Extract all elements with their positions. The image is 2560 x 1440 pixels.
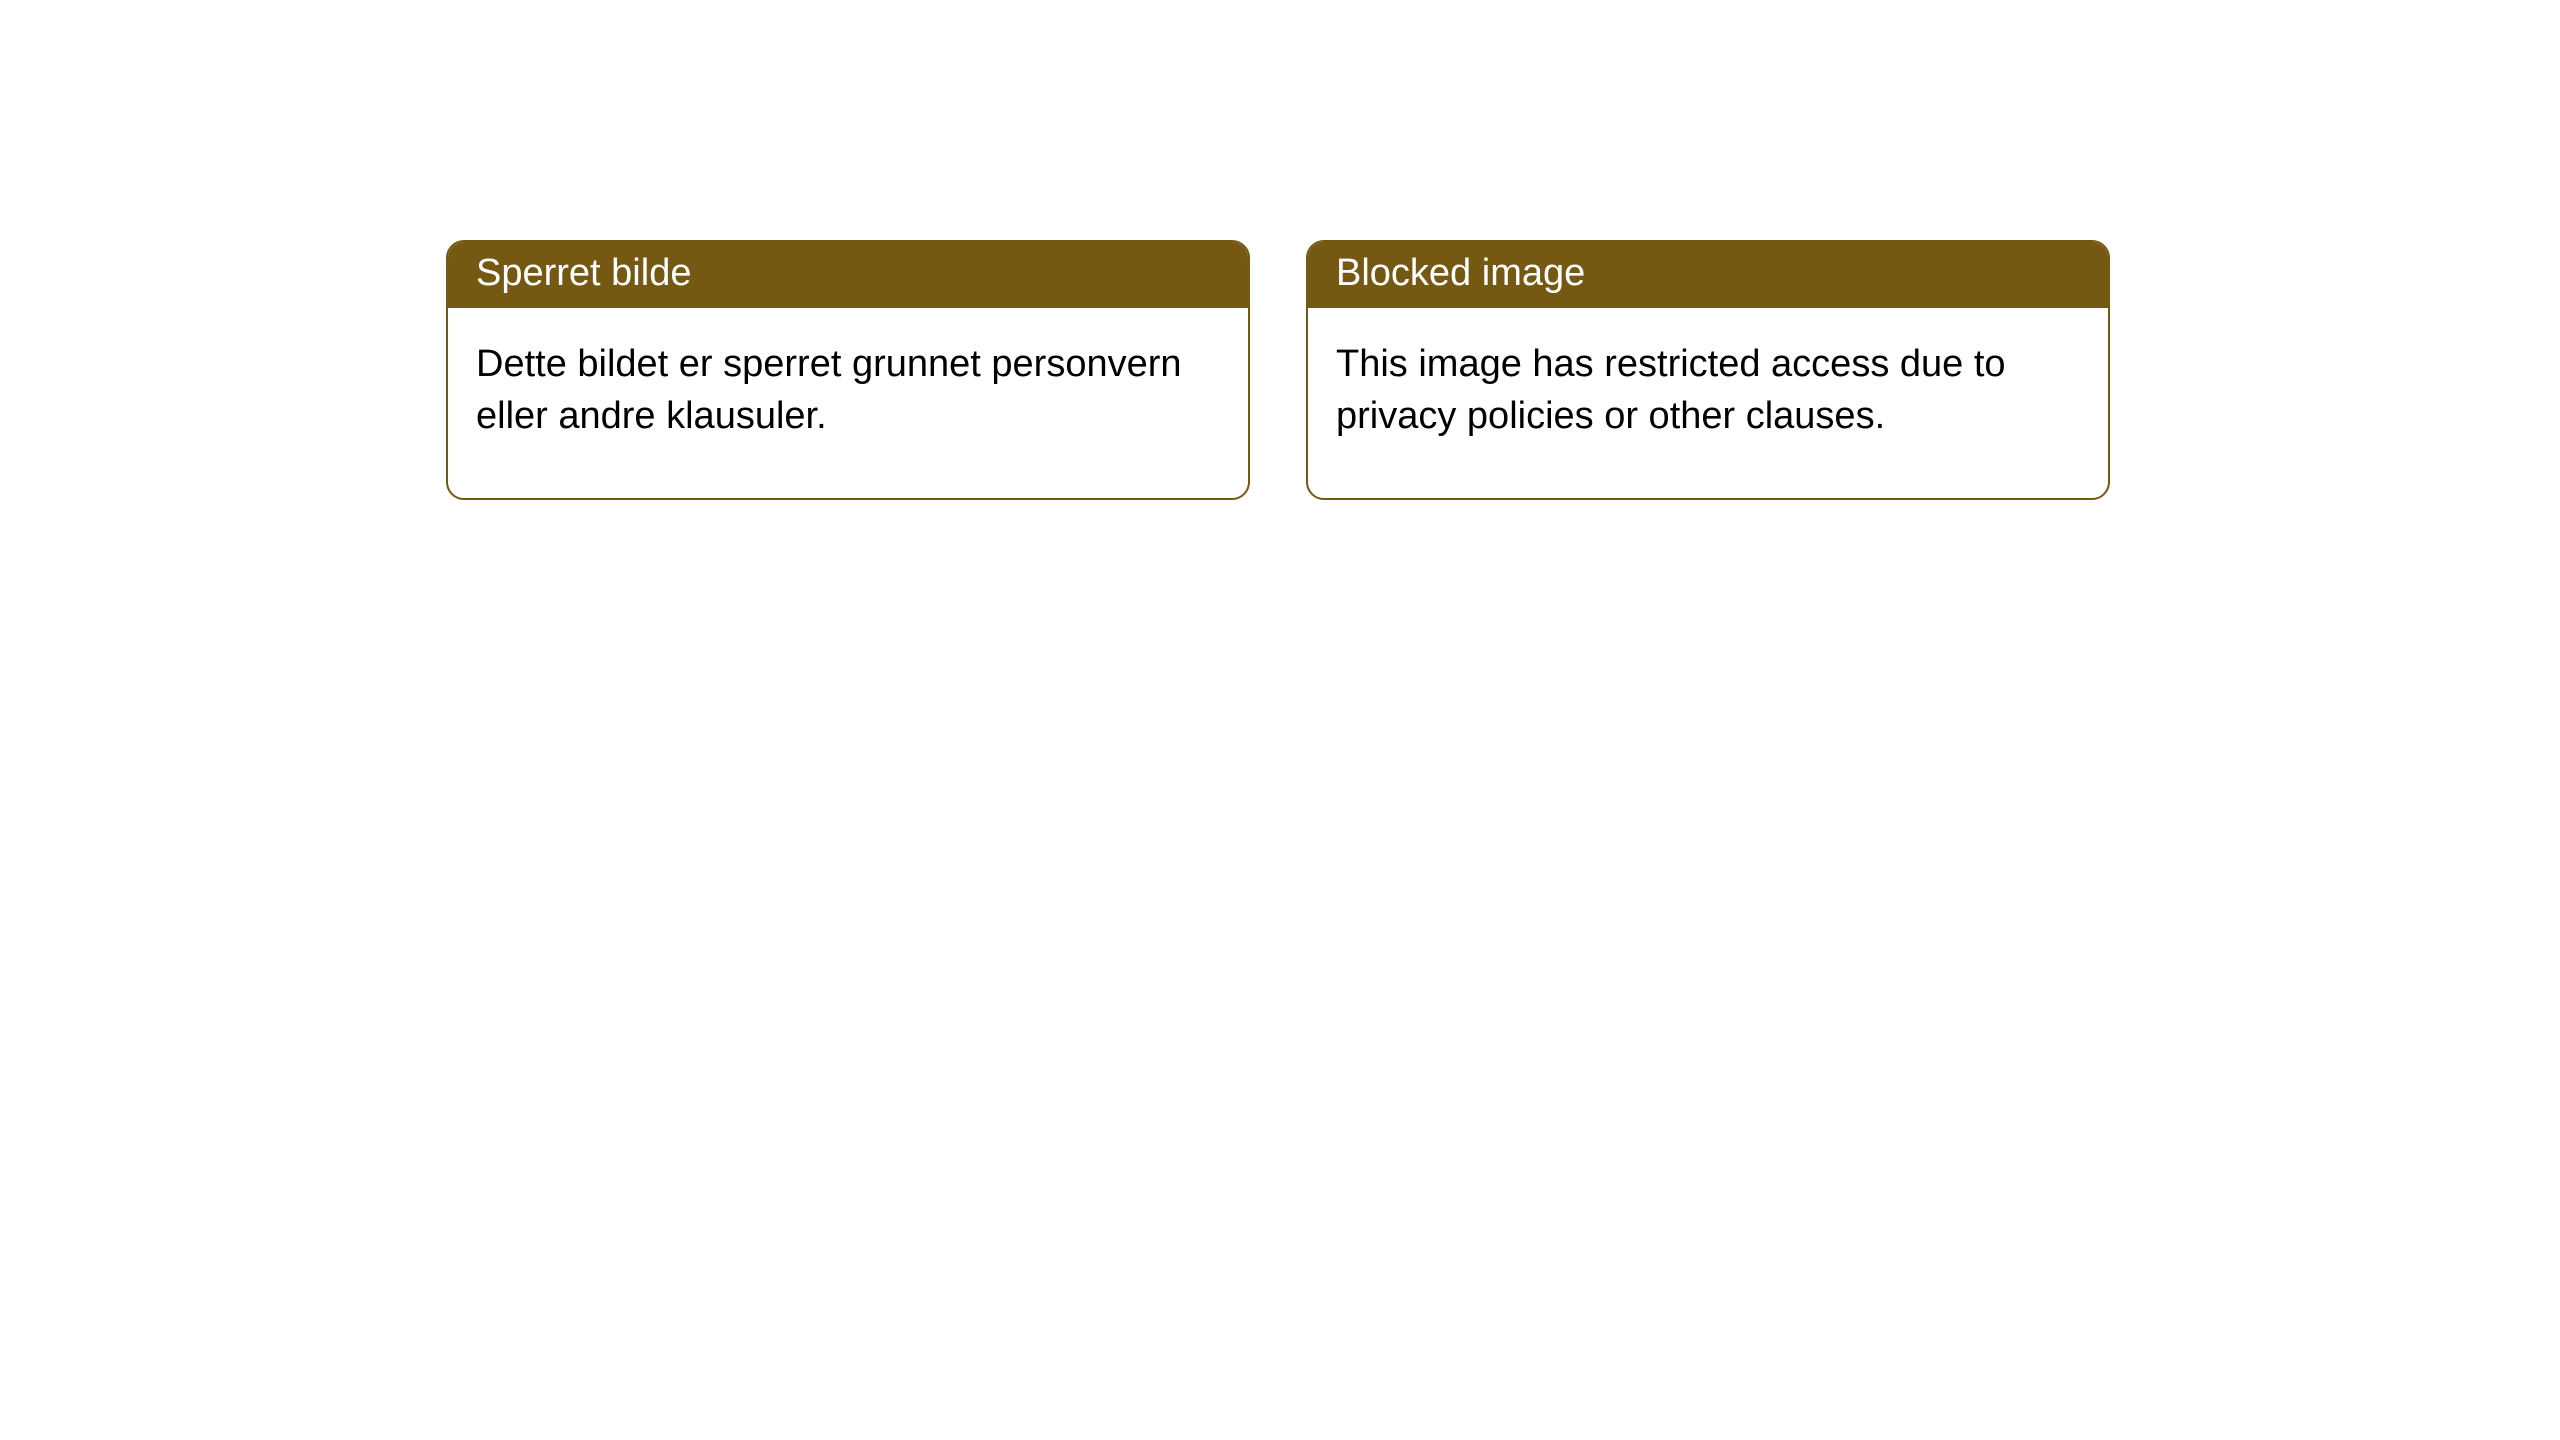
card-header: Blocked image [1308,242,2108,308]
blocked-image-card-no: Sperret bilde Dette bildet er sperret gr… [446,240,1250,500]
notice-cards-row: Sperret bilde Dette bildet er sperret gr… [446,240,2110,500]
card-header: Sperret bilde [448,242,1248,308]
blocked-image-card-en: Blocked image This image has restricted … [1306,240,2110,500]
card-body-text: This image has restricted access due to … [1308,308,2108,499]
card-body-text: Dette bildet er sperret grunnet personve… [448,308,1248,499]
